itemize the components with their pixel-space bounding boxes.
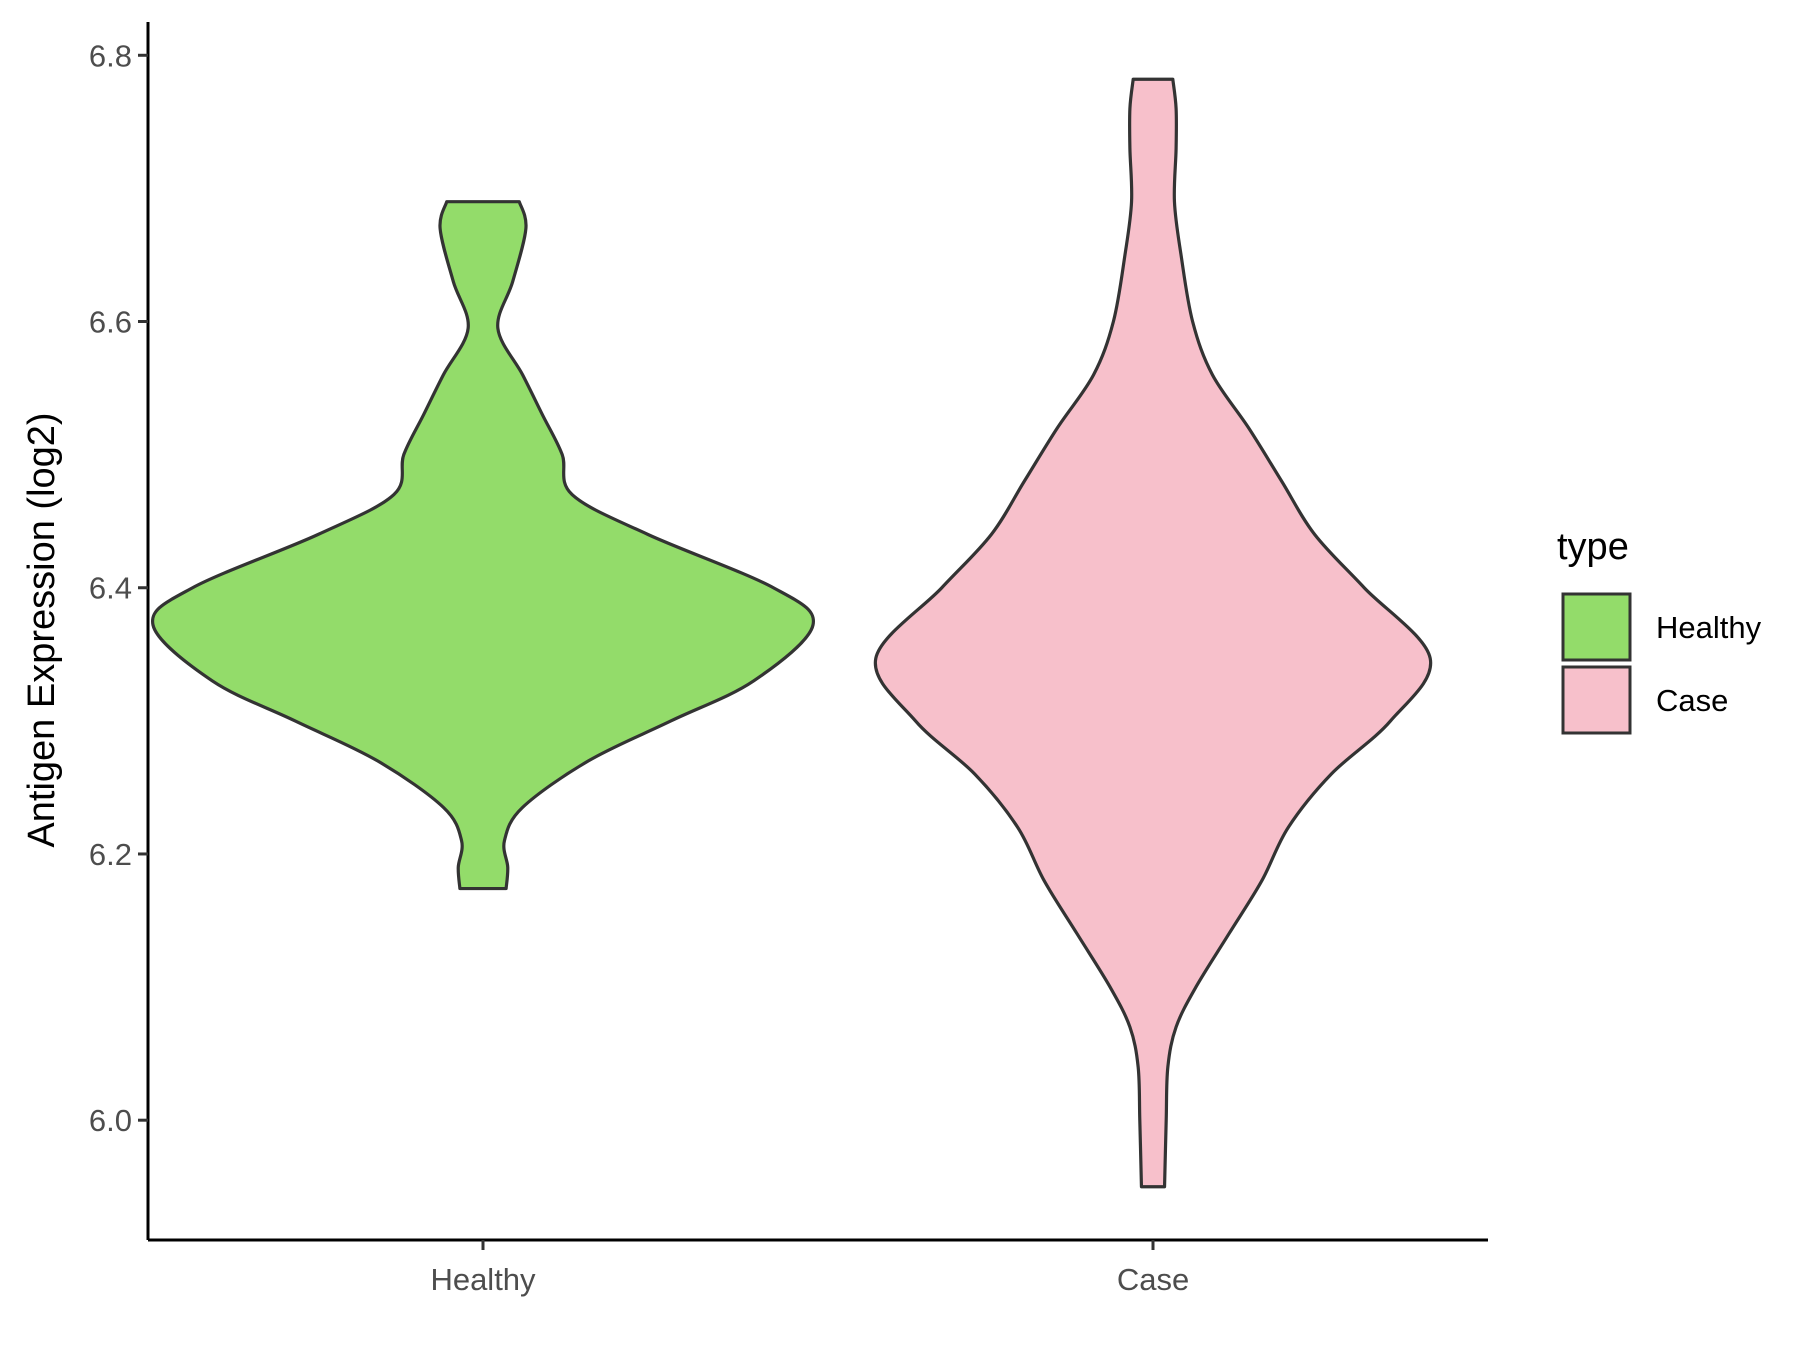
legend-title: type bbox=[1557, 526, 1629, 568]
violin-healthy bbox=[150, 200, 816, 891]
x-tick-label: Case bbox=[1117, 1262, 1189, 1297]
y-tick-label: 6.6 bbox=[89, 305, 132, 340]
y-tick-label: 6.8 bbox=[89, 38, 132, 73]
legend-label-healthy: Healthy bbox=[1656, 610, 1762, 645]
violin-layer bbox=[150, 77, 1433, 1189]
legend-key-healthy bbox=[1561, 592, 1632, 662]
violin-case bbox=[873, 77, 1433, 1189]
legend-label-case: Case bbox=[1656, 683, 1728, 718]
y-axis: 6.0 6.2 6.4 6.6 6.8 bbox=[89, 22, 150, 1240]
x-axis: Healthy Case bbox=[148, 1238, 1488, 1297]
y-tick-label: 6.2 bbox=[89, 837, 132, 872]
x-tick-label: Healthy bbox=[430, 1262, 536, 1297]
legend-key-case bbox=[1561, 665, 1632, 735]
y-tick-label: 6.4 bbox=[89, 571, 132, 606]
y-axis-title: Antigen Expression (log2) bbox=[21, 412, 63, 847]
legend: type Healthy Case bbox=[1557, 526, 1762, 735]
y-tick-label: 6.0 bbox=[89, 1103, 132, 1138]
